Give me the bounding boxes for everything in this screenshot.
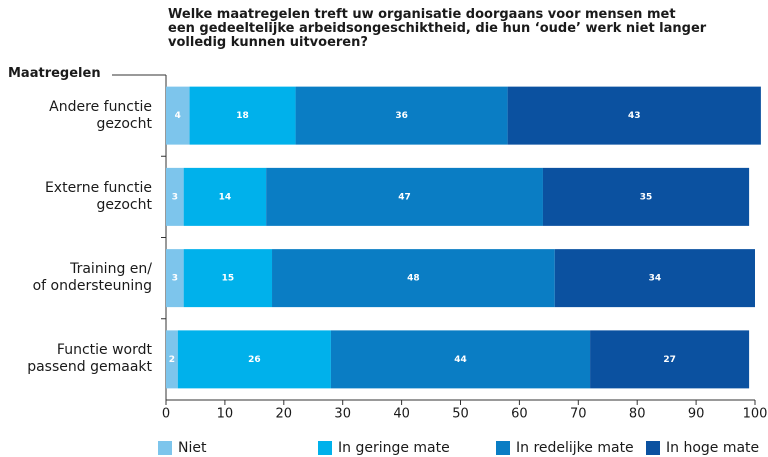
axis-title: Maatregelen — [8, 66, 101, 81]
bar-segment — [507, 86, 761, 145]
value-label: 35 — [640, 192, 653, 202]
bar-segment — [542, 167, 750, 226]
value-label: 36 — [395, 111, 408, 121]
bar-segment — [295, 86, 508, 145]
x-tick-label: 40 — [393, 407, 410, 422]
bar-segment — [183, 249, 273, 308]
x-tick-label: 80 — [629, 407, 646, 422]
bar-segment — [554, 249, 755, 308]
value-label: 3 — [172, 274, 178, 284]
chart-title: Welke maatregelen treft uw organisatie d… — [168, 7, 707, 50]
legend-swatch — [646, 441, 660, 455]
value-label: 4 — [175, 111, 181, 121]
value-label: 43 — [628, 111, 641, 121]
y-tick-label: Andere functie gezocht — [49, 98, 152, 132]
legend-label: In hoge mate — [666, 440, 759, 456]
x-tick-label: 100 — [743, 407, 768, 422]
value-label: 47 — [398, 192, 411, 202]
value-label: 34 — [649, 274, 662, 284]
legend-label: In redelijke mate — [516, 440, 634, 456]
bar-segment — [166, 167, 184, 226]
x-tick-label: 30 — [334, 407, 351, 422]
bar-segment — [177, 330, 331, 389]
bar-segment — [266, 167, 543, 226]
legend-swatch — [496, 441, 510, 455]
bar-segment — [590, 330, 750, 389]
bar-segment — [183, 167, 267, 226]
y-tick-label: Functie wordt passend gemaakt — [27, 342, 152, 376]
value-label: 48 — [407, 274, 420, 284]
legend-label: In geringe mate — [338, 440, 450, 456]
bar-segment — [166, 86, 190, 145]
legend-swatch — [318, 441, 332, 455]
value-label: 14 — [219, 192, 232, 202]
value-label: 2 — [169, 355, 175, 365]
bar-segment — [189, 86, 296, 145]
y-tick-label: Externe functie gezocht — [44, 179, 152, 213]
value-label: 26 — [248, 355, 261, 365]
bar-segment — [166, 330, 178, 389]
x-tick-label: 20 — [276, 407, 293, 422]
legend-label: Niet — [178, 440, 207, 456]
bar-segment — [166, 249, 184, 308]
x-tick-label: 50 — [452, 407, 469, 422]
value-label: 44 — [454, 355, 467, 365]
x-tick-label: 10 — [217, 407, 234, 422]
value-label: 18 — [236, 111, 249, 121]
legend-swatch — [158, 441, 172, 455]
x-tick-label: 0 — [162, 407, 170, 422]
value-label: 27 — [663, 355, 676, 365]
y-tick-label: Training en/ of ondersteuning — [32, 261, 152, 295]
x-tick-label: 60 — [511, 407, 528, 422]
x-tick-label: 90 — [688, 407, 705, 422]
bar-segment — [272, 249, 555, 308]
x-tick-label: 70 — [570, 407, 587, 422]
bar-segment — [330, 330, 591, 389]
value-label: 3 — [172, 192, 178, 202]
value-label: 15 — [222, 274, 235, 284]
